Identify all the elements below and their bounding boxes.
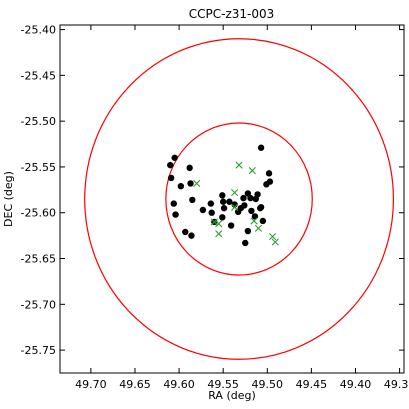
- filled-circle-marker: [265, 170, 273, 177]
- y-tick-label: -25.65: [21, 253, 56, 266]
- cross-marker: [193, 179, 201, 188]
- filled-circle-marker: [167, 174, 175, 182]
- filled-circle-marker: [241, 202, 248, 209]
- x-axis-label: RA (deg): [208, 389, 256, 402]
- x-tick-label: 49.35: [384, 378, 409, 391]
- cross-marker: [210, 218, 218, 226]
- filled-circle-marker: [219, 192, 226, 199]
- filled-circle-marker: [251, 213, 259, 220]
- filled-circle-marker: [242, 239, 249, 247]
- filled-circle-marker: [227, 222, 235, 229]
- filled-circle-marker: [219, 214, 226, 221]
- filled-circle-marker: [257, 144, 265, 151]
- y-tick-label: -25.45: [21, 69, 56, 82]
- y-tick-label: -25.75: [21, 344, 56, 357]
- filled-circle-marker: [186, 164, 193, 172]
- filled-circle-marker: [189, 196, 196, 204]
- y-tick-label: -25.50: [21, 115, 56, 128]
- filled-circle-marker: [177, 182, 185, 190]
- cross-marker-stroke-b: [268, 232, 277, 241]
- y-tick-label: -25.40: [21, 24, 56, 37]
- cross-marker: [215, 220, 223, 228]
- filled-circle-marker: [182, 228, 189, 236]
- cross-marker-stroke-b: [250, 217, 258, 225]
- x-tick-label: 49.70: [75, 378, 107, 391]
- cross-marker: [254, 224, 263, 232]
- cross-marker: [268, 232, 277, 241]
- cross-marker: [235, 161, 243, 169]
- cross-marker: [271, 238, 279, 246]
- filled-circle-marker: [266, 178, 274, 185]
- y-tick-label: -25.70: [21, 298, 56, 311]
- filled-circle-marker: [188, 232, 195, 239]
- x-tick-label: 49.55: [207, 378, 239, 391]
- filled-circle-marker: [170, 200, 177, 207]
- cross-marker: [250, 217, 258, 225]
- cross-marker-stroke-b: [210, 218, 218, 226]
- filled-circle-marker: [226, 198, 233, 205]
- outer-radius-circle: [84, 38, 395, 360]
- cross-marker-stroke-b: [231, 189, 239, 197]
- plot-frame: [59, 24, 405, 374]
- axis-ticks: 49.70 49.65 49.60 49.55 49.50 49.45 49.40 49.35…: [21, 24, 409, 391]
- filled-circle-marker: [248, 207, 255, 215]
- cross-marker-stroke-b: [215, 230, 223, 238]
- plot-content: [84, 38, 395, 360]
- y-tick-label: -25.60: [21, 207, 56, 220]
- cross-marker: [248, 167, 256, 175]
- cross-marker-stroke-b: [271, 238, 279, 246]
- cross-marker-stroke-b: [235, 161, 243, 169]
- chart-title: CCPC-z31-003: [189, 7, 275, 21]
- cross-marker-stroke-b: [231, 203, 239, 211]
- y-axis-label: DEC (deg): [2, 171, 15, 227]
- cross-marker: [231, 189, 239, 197]
- filled-circle-marker: [219, 198, 227, 205]
- filled-circle-marker: [208, 209, 215, 216]
- cross-marker-stroke-b: [193, 179, 201, 188]
- filled-circle-marker: [207, 200, 215, 207]
- filled-circle-marker: [220, 204, 228, 212]
- filled-circle-marker: [257, 204, 264, 212]
- cross-marker-stroke-b: [215, 220, 223, 228]
- filled-circle-marker: [254, 191, 261, 198]
- filled-circle-marker: [167, 161, 174, 169]
- x-tick-label: 49.50: [252, 378, 284, 391]
- filled-circle-marker: [171, 154, 178, 161]
- filled-circle-marker: [172, 211, 179, 218]
- x-tick-label: 49.45: [296, 378, 328, 391]
- x-tick-label: 49.65: [119, 378, 151, 391]
- filled-circle-marker: [247, 194, 254, 202]
- filled-circle-marker: [187, 180, 194, 187]
- filled-circle-marker: [259, 217, 267, 225]
- y-tick-label: -25.55: [21, 161, 56, 174]
- inner-radius-circle: [165, 122, 313, 276]
- cross-marker-stroke-b: [254, 224, 263, 232]
- filled-circle-marker: [240, 194, 247, 202]
- x-tick-label: 49.60: [163, 378, 195, 391]
- cross-marker: [231, 203, 239, 211]
- filled-circle-marker: [199, 206, 207, 214]
- x-tick-label: 49.40: [340, 378, 372, 391]
- filled-circle-marker: [244, 227, 252, 235]
- cross-marker-stroke-b: [248, 167, 256, 175]
- cross-marker: [215, 230, 223, 238]
